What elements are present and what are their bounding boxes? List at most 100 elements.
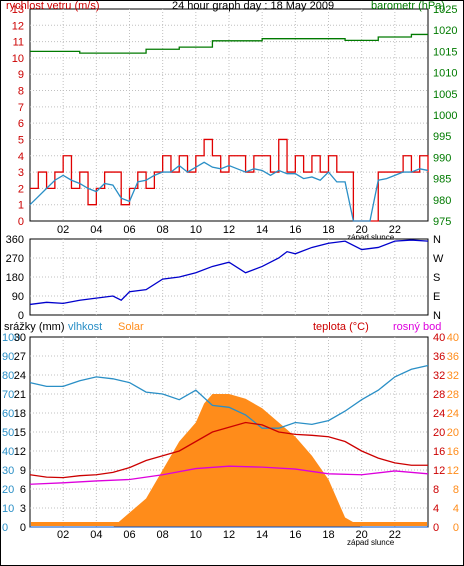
solar-ytick-label: 32: [447, 370, 459, 382]
wind-ytick-label: 1: [18, 200, 24, 212]
pressure-ytick-label: 1025: [433, 4, 457, 16]
solar-ytick-label: 0: [453, 522, 459, 534]
temp-ytick-label: 20: [433, 427, 445, 439]
wind-ytick-label: 3: [18, 167, 24, 179]
xtick-label-top: 04: [90, 224, 102, 236]
xtick-label-top: 18: [322, 224, 334, 236]
xtick-label-bottom: 20: [356, 529, 368, 541]
xtick-label-top: 16: [289, 224, 301, 236]
direction-ytick-label: 180: [6, 272, 24, 284]
xtick-label-bottom: 08: [157, 529, 169, 541]
temp-ytick-label: 16: [433, 446, 445, 458]
wind-ytick-label: 4: [18, 151, 24, 163]
temp-ytick-label: 28: [433, 389, 445, 401]
wind-series: [30, 138, 429, 222]
dew-point-series: [29, 465, 429, 485]
humid-ytick-label: 100: [2, 332, 20, 344]
pressure-ytick-label: 980: [433, 195, 451, 207]
compass-label: S: [433, 272, 440, 284]
xtick-label-top: 02: [57, 224, 69, 236]
pressure-ytick-label: 985: [433, 174, 451, 186]
temp-ytick-label: 0: [433, 522, 439, 534]
pressure-ytick-label: 1005: [433, 89, 457, 101]
solar-ytick-label: 16: [447, 446, 459, 458]
humidity-series: [29, 364, 429, 429]
xtick-label-bottom: 18: [322, 529, 334, 541]
humid-ytick-label: 60: [2, 408, 14, 420]
solar-ytick-label: 12: [447, 465, 459, 477]
sunset-note-bottom: západ slunce: [347, 538, 395, 547]
xtick-label-bottom: 16: [289, 529, 301, 541]
rain-ytick-label: 15: [14, 427, 26, 439]
sunset-note-top: západ slunce: [347, 233, 395, 242]
pressure-ytick-label: 1015: [433, 46, 457, 58]
solar-baseline: [31, 522, 427, 526]
solar-ytick-label: 20: [447, 427, 459, 439]
xtick-label-bottom: 12: [223, 529, 235, 541]
pressure-ytick-label: 1020: [433, 25, 457, 37]
solar-ytick-label: 8: [453, 484, 459, 496]
wind-ytick-label: 7: [18, 102, 24, 114]
temp-ytick-label: 32: [433, 370, 445, 382]
solar-ytick-label: 36: [447, 351, 459, 363]
wind-average-series: [29, 161, 429, 222]
temp-ytick-label: 12: [433, 465, 445, 477]
humid-ytick-label: 20: [2, 484, 14, 496]
temp-ytick-label: 4: [433, 503, 439, 515]
pressure-ytick-label: 990: [433, 152, 451, 164]
direction-ytick-label: 90: [12, 291, 24, 303]
wind-ytick-label: 12: [12, 20, 24, 32]
wind-ytick-label: 8: [18, 86, 24, 98]
rain-ytick-label: 27: [14, 351, 26, 363]
wind-ytick-label: 2: [18, 183, 24, 195]
xtick-label-bottom: 10: [190, 529, 202, 541]
compass-label: N: [433, 234, 441, 246]
direction-ytick-label: 360: [6, 234, 24, 246]
rain-ytick-label: 30: [14, 332, 26, 344]
humid-ytick-label: 30: [2, 465, 14, 477]
temp-label: teplota (°C): [313, 321, 369, 333]
rain-ytick-label: 3: [20, 503, 26, 515]
solar-ytick-label: 40: [447, 332, 459, 344]
xtick-label-top: 10: [190, 224, 202, 236]
wind-ytick-label: 6: [18, 118, 24, 130]
xtick-label-bottom: 06: [123, 529, 135, 541]
compass-label: E: [433, 291, 440, 303]
humid-ytick-label: 90: [2, 351, 14, 363]
pressure-series: [30, 33, 428, 54]
wind-ytick-label: 11: [13, 37, 24, 49]
humid-ytick-label: 50: [2, 427, 14, 439]
rain-ytick-label: 0: [20, 522, 26, 534]
temp-ytick-label: 36: [433, 351, 445, 363]
xtick-label-bottom: 14: [256, 529, 268, 541]
wind-direction-series: [29, 239, 429, 306]
humid-ytick-label: 10: [2, 503, 14, 515]
wind-ytick-label: 0: [18, 216, 24, 228]
solar-ytick-label: 28: [447, 389, 459, 401]
xtick-label-top: 08: [157, 224, 169, 236]
direction-ytick-label: 0: [18, 310, 24, 322]
xtick-label-bottom: 04: [90, 529, 102, 541]
solar-ytick-label: 4: [453, 503, 459, 515]
rain-ytick-label: 12: [14, 446, 26, 458]
wind-ytick-label: 5: [18, 134, 24, 146]
solar-label: Solar: [118, 321, 144, 333]
humid-ytick-label: 70: [2, 389, 14, 401]
wind-ytick-label: 10: [12, 53, 24, 65]
wind-ytick-label: 13: [12, 4, 24, 16]
rain-ytick-label: 6: [20, 484, 26, 496]
pressure-ytick-label: 1000: [433, 110, 457, 122]
temp-ytick-label: 24: [433, 408, 445, 420]
humid-label: vlhkost: [68, 321, 102, 333]
rain-label: srážky (mm): [4, 321, 65, 333]
humid-ytick-label: 80: [2, 370, 14, 382]
solar-area: [30, 394, 428, 527]
direction-ytick-label: 270: [6, 253, 24, 265]
humid-ytick-label: 0: [2, 522, 8, 534]
rain-ytick-label: 18: [14, 408, 26, 420]
xtick-label-top: 06: [123, 224, 135, 236]
temperature-series: [29, 421, 428, 479]
xtick-label-bottom: 02: [57, 529, 69, 541]
wind-ylabel: rychlost vetru (m/s): [6, 0, 100, 12]
